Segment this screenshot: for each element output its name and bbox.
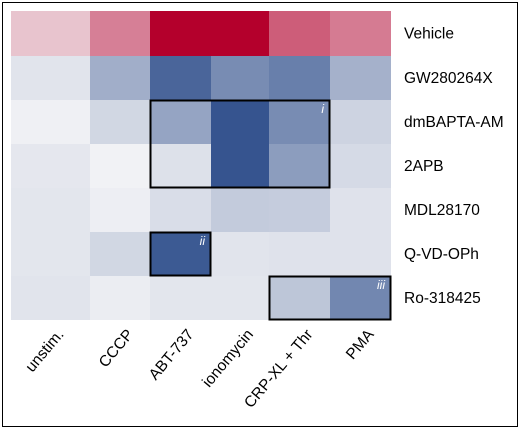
heatmap-cell-r5-c0: [11, 232, 90, 276]
heatmap-cell-r5-c1: [90, 232, 150, 276]
column-label-5: PMA: [343, 326, 378, 363]
highlight-box-i: [149, 99, 331, 189]
heatmap-cell-r2-c0: [11, 100, 90, 144]
heatmap-cell-r6-c0: [11, 276, 90, 320]
heatmap-cell-r6-c5: [330, 276, 391, 320]
heatmap-cell-r1-c4: [269, 56, 330, 100]
heatmap-chart: Vehicle GW280264X dmBAPTA-AM 2APB MDL28170 Q-…: [11, 11, 504, 411]
heatmap-cell-r5-c2: [150, 232, 211, 276]
row-label-5: Q-VD-OPh: [404, 246, 479, 263]
heatmap-cell-r4-c1: [90, 188, 150, 232]
highlight-box-iii: [268, 275, 392, 321]
heatmap-cell-r3-c4: [269, 144, 330, 188]
heatmap-cell-r3-c2: [150, 144, 211, 188]
row-label-2: dmBAPTA-AM: [404, 114, 504, 131]
heatmap-cell-r0-c0: [11, 11, 90, 56]
heatmap-cell-r4-c0: [11, 188, 90, 232]
row-label-6: Ro-318425: [404, 290, 481, 307]
row-label-3: 2APB: [404, 158, 444, 175]
heatmap-cell-r2-c4: [269, 100, 330, 144]
heatmap-cell-r4-c5: [330, 188, 391, 232]
highlight-box-label-iii: iii: [377, 278, 385, 292]
heatmap-cell-r6-c1: [90, 276, 150, 320]
heatmap-cell-r6-c2: [150, 276, 211, 320]
heatmap-cell-r1-c2: [150, 56, 211, 100]
heatmap-cell-r6-c3: [211, 276, 269, 320]
row-label-1: GW280264X: [404, 70, 493, 87]
heatmap-cell-r2-c3: [211, 100, 269, 144]
heatmap-cell-r5-c5: [330, 232, 391, 276]
heatmap-cell-r1-c5: [330, 56, 391, 100]
heatmap-cell-r4-c3: [211, 188, 269, 232]
column-label-1: CCCP: [96, 326, 137, 371]
row-label-0: Vehicle: [404, 26, 454, 43]
heatmap-cell-r6-c4: [269, 276, 330, 320]
heatmap-cell-r5-c3: [211, 232, 269, 276]
heatmap-cell-r5-c4: [269, 232, 330, 276]
column-label-3: ionomycin: [199, 326, 257, 390]
heatmap-cell-r1-c0: [11, 56, 90, 100]
heatmap-cell-r2-c5: [330, 100, 391, 144]
column-label-0: unstim.: [22, 326, 67, 375]
heatmap-cell-r0-c4: [269, 11, 330, 56]
heatmap-cell-r4-c2: [150, 188, 211, 232]
highlight-box-ii: [149, 231, 212, 277]
heatmap-cell-r0-c5: [330, 11, 391, 56]
heatmap-cell-r3-c5: [330, 144, 391, 188]
column-label-2: ABT-737: [146, 326, 198, 383]
heatmap-cell-r3-c1: [90, 144, 150, 188]
highlight-box-label-ii: ii: [200, 234, 206, 248]
heatmap-cell-r0-c3: [211, 11, 269, 56]
highlight-box-label-i: i: [321, 102, 324, 116]
row-label-4: MDL28170: [404, 202, 480, 219]
heatmap-cell-r3-c3: [211, 144, 269, 188]
heatmap-cell-r0-c2: [150, 11, 211, 56]
heatmap-cell-r4-c4: [269, 188, 330, 232]
heatmap-cell-r1-c3: [211, 56, 269, 100]
heatmap-cell-r3-c0: [11, 144, 90, 188]
heatmap-cell-r2-c1: [90, 100, 150, 144]
heatmap-cell-r2-c2: [150, 100, 211, 144]
heatmap-cell-r0-c1: [90, 11, 150, 56]
heatmap-cell-r1-c1: [90, 56, 150, 100]
